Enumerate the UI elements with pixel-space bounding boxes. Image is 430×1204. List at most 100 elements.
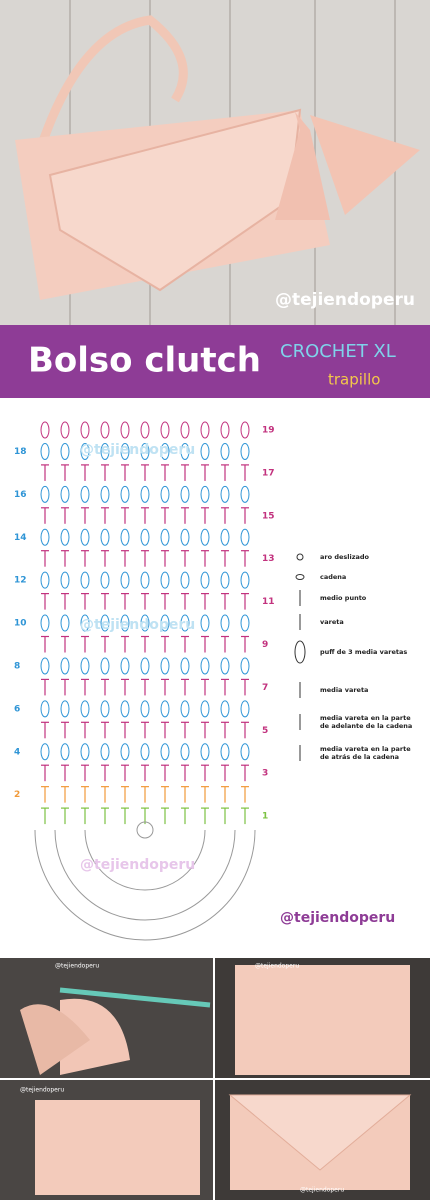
puff-stitch <box>180 657 190 675</box>
puff-stitch <box>80 700 90 718</box>
puff-stitch <box>40 700 50 718</box>
puff-stitch <box>60 421 70 439</box>
puff-stitch <box>80 571 90 589</box>
puff-stitch <box>40 614 50 632</box>
puff-stitch <box>60 743 70 761</box>
row-label: 3 <box>262 769 268 779</box>
puff-stitch <box>180 421 190 439</box>
legend-label: de atrás de la cadena <box>320 753 399 761</box>
puff-stitch <box>140 421 150 439</box>
puff-stitch <box>160 743 170 761</box>
row-label: 2 <box>14 790 20 800</box>
puff-stitch <box>220 485 230 503</box>
puff-stitch <box>100 528 110 546</box>
row-label: 9 <box>262 640 268 650</box>
legend-label: medio punto <box>320 594 367 602</box>
puff-stitch <box>140 743 150 761</box>
legend-label: vareta <box>320 618 344 626</box>
row-label: 12 <box>14 576 27 586</box>
puff-stitch <box>140 614 150 632</box>
puff-stitch <box>60 700 70 718</box>
photo-watermark: @tejiendoperu <box>55 963 99 970</box>
puff-stitch <box>200 743 210 761</box>
row-label: 16 <box>14 490 27 500</box>
puff-stitch <box>40 571 50 589</box>
puff-stitch <box>100 571 110 589</box>
puff-stitch <box>120 700 130 718</box>
tassel-fringe <box>310 115 420 215</box>
puff-stitch <box>80 485 90 503</box>
puff-stitch <box>140 442 150 460</box>
puff-stitch <box>80 528 90 546</box>
puff-stitch <box>200 571 210 589</box>
row-label: 14 <box>14 533 27 543</box>
puff-stitch <box>240 743 250 761</box>
puff-stitch <box>220 571 230 589</box>
puff-stitch <box>60 571 70 589</box>
row-label: 11 <box>262 597 275 607</box>
banner-subtitle: CROCHET XL <box>280 341 396 362</box>
puff-stitch <box>220 700 230 718</box>
puff-stitch <box>220 614 230 632</box>
puff-stitch <box>40 743 50 761</box>
puff-stitch <box>100 421 110 439</box>
photo-watermark: @tejiendoperu <box>255 963 299 970</box>
puff-stitch <box>40 442 50 460</box>
puff-stitch <box>200 700 210 718</box>
puff-stitch <box>120 614 130 632</box>
crochet-piece <box>35 1100 200 1195</box>
puff-stitch <box>100 743 110 761</box>
puff-stitch <box>180 743 190 761</box>
puff-stitch <box>120 528 130 546</box>
puff-stitch <box>240 528 250 546</box>
stitch-grid <box>40 421 250 825</box>
puff-stitch <box>40 485 50 503</box>
puff-stitch <box>220 743 230 761</box>
row-label: 4 <box>14 747 20 757</box>
puff-stitch <box>160 485 170 503</box>
puff-stitch <box>100 657 110 675</box>
puff-stitch <box>60 528 70 546</box>
puff-stitch <box>240 571 250 589</box>
puff-stitch <box>220 528 230 546</box>
photo-watermark: @tejiendoperu <box>300 1187 344 1194</box>
banner-title: Bolso clutch <box>28 341 261 381</box>
puff-stitch <box>80 657 90 675</box>
puff-stitch <box>100 485 110 503</box>
puff-stitch <box>160 442 170 460</box>
legend-symbol <box>294 640 306 664</box>
puff-stitch <box>120 657 130 675</box>
banner <box>0 325 430 398</box>
puff-stitch <box>60 485 70 503</box>
crochet-hook <box>59 987 211 1008</box>
legend-symbol <box>296 553 304 561</box>
puff-stitch <box>80 442 90 460</box>
puff-stitch <box>240 421 250 439</box>
puff-stitch <box>80 614 90 632</box>
row-label: 5 <box>262 726 268 736</box>
row-label: 18 <box>14 447 27 457</box>
banner-tag: trapillo <box>328 371 380 389</box>
faint-watermark: @tejiendoperu <box>80 857 195 873</box>
puff-stitch <box>240 442 250 460</box>
puff-stitch <box>160 657 170 675</box>
puff-stitch <box>140 571 150 589</box>
puff-stitch <box>200 657 210 675</box>
puff-stitch <box>240 700 250 718</box>
puff-stitch <box>140 657 150 675</box>
puff-stitch <box>160 700 170 718</box>
crochet-piece <box>60 998 130 1075</box>
puff-stitch <box>200 528 210 546</box>
bag-flap <box>48 108 302 292</box>
row-label: 7 <box>262 683 268 693</box>
puff-stitch <box>40 528 50 546</box>
puff-stitch <box>220 442 230 460</box>
tassel <box>275 112 330 220</box>
row-label: 15 <box>262 511 275 521</box>
puff-stitch <box>180 528 190 546</box>
puff-stitch <box>40 657 50 675</box>
crochet-piece <box>235 965 410 1075</box>
puff-stitch <box>120 485 130 503</box>
legend-label: aro deslizado <box>320 553 370 561</box>
